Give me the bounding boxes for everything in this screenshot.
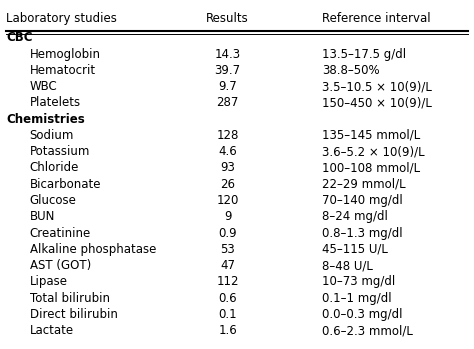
Text: Platelets: Platelets — [30, 96, 81, 109]
Text: Reference interval: Reference interval — [322, 12, 430, 25]
Text: 70–140 mg/dl: 70–140 mg/dl — [322, 194, 402, 207]
Text: Results: Results — [206, 12, 249, 25]
Text: Chemistries: Chemistries — [6, 113, 85, 126]
Text: Laboratory studies: Laboratory studies — [6, 12, 117, 25]
Text: CBC: CBC — [6, 31, 33, 44]
Text: 13.5–17.5 g/dl: 13.5–17.5 g/dl — [322, 47, 406, 60]
Text: 0.6–2.3 mmol/L: 0.6–2.3 mmol/L — [322, 324, 413, 337]
Text: Lipase: Lipase — [30, 275, 68, 288]
Text: 3.5–10.5 × 10(9)/L: 3.5–10.5 × 10(9)/L — [322, 80, 432, 93]
Text: 0.9: 0.9 — [218, 227, 237, 239]
Text: 22–29 mmol/L: 22–29 mmol/L — [322, 178, 405, 191]
Text: 8–48 U/L: 8–48 U/L — [322, 259, 373, 272]
Text: 9.7: 9.7 — [218, 80, 237, 93]
Text: 0.1–1 mg/dl: 0.1–1 mg/dl — [322, 292, 392, 305]
Text: Potassium: Potassium — [30, 145, 90, 158]
Text: 128: 128 — [217, 129, 239, 142]
Text: 10–73 mg/dl: 10–73 mg/dl — [322, 275, 395, 288]
Text: 4.6: 4.6 — [218, 145, 237, 158]
Text: 0.6: 0.6 — [218, 292, 237, 305]
Text: 9: 9 — [224, 210, 231, 223]
Text: 14.3: 14.3 — [215, 47, 241, 60]
Text: Lactate: Lactate — [30, 324, 74, 337]
Text: 3.6–5.2 × 10(9)/L: 3.6–5.2 × 10(9)/L — [322, 145, 424, 158]
Text: 53: 53 — [220, 243, 235, 256]
Text: Hematocrit: Hematocrit — [30, 64, 96, 77]
Text: 45–115 U/L: 45–115 U/L — [322, 243, 388, 256]
Text: 0.8–1.3 mg/dl: 0.8–1.3 mg/dl — [322, 227, 402, 239]
Text: Direct bilirubin: Direct bilirubin — [30, 308, 118, 321]
Text: 47: 47 — [220, 259, 235, 272]
Text: 26: 26 — [220, 178, 235, 191]
Text: 100–108 mmol/L: 100–108 mmol/L — [322, 162, 420, 174]
Text: Sodium: Sodium — [30, 129, 74, 142]
Text: Creatinine: Creatinine — [30, 227, 91, 239]
Text: Total bilirubin: Total bilirubin — [30, 292, 109, 305]
Text: 93: 93 — [220, 162, 235, 174]
Text: 150–450 × 10(9)/L: 150–450 × 10(9)/L — [322, 96, 432, 109]
Text: Hemoglobin: Hemoglobin — [30, 47, 100, 60]
Text: 135–145 mmol/L: 135–145 mmol/L — [322, 129, 420, 142]
Text: BUN: BUN — [30, 210, 55, 223]
Text: 120: 120 — [217, 194, 239, 207]
Text: Glucose: Glucose — [30, 194, 76, 207]
Text: 38.8–50%: 38.8–50% — [322, 64, 380, 77]
Text: Alkaline phosphatase: Alkaline phosphatase — [30, 243, 156, 256]
Text: 39.7: 39.7 — [215, 64, 241, 77]
Text: Chloride: Chloride — [30, 162, 79, 174]
Text: 8–24 mg/dl: 8–24 mg/dl — [322, 210, 388, 223]
Text: AST (GOT): AST (GOT) — [30, 259, 91, 272]
Text: 112: 112 — [216, 275, 239, 288]
Text: 287: 287 — [217, 96, 239, 109]
Text: 1.6: 1.6 — [218, 324, 237, 337]
Text: Bicarbonate: Bicarbonate — [30, 178, 101, 191]
Text: 0.1: 0.1 — [218, 308, 237, 321]
Text: WBC: WBC — [30, 80, 57, 93]
Text: 0.0–0.3 mg/dl: 0.0–0.3 mg/dl — [322, 308, 402, 321]
